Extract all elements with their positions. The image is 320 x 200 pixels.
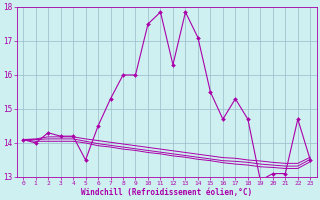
X-axis label: Windchill (Refroidissement éolien,°C): Windchill (Refroidissement éolien,°C) bbox=[81, 188, 252, 197]
